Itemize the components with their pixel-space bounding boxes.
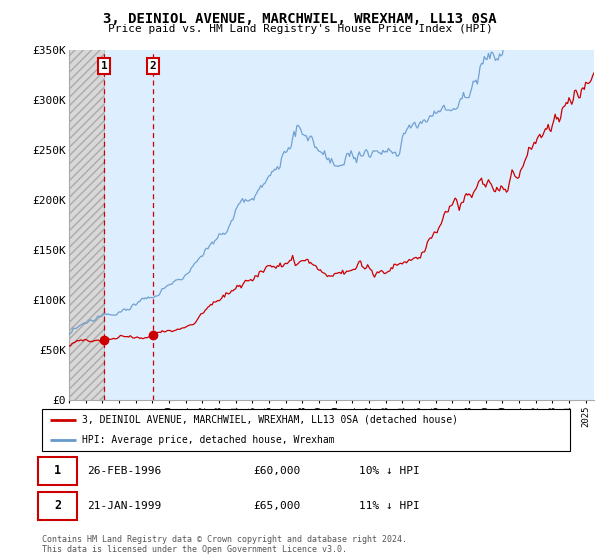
Text: 3, DEINIOL AVENUE, MARCHWIEL, WREXHAM, LL13 0SA (detached house): 3, DEINIOL AVENUE, MARCHWIEL, WREXHAM, L… (82, 415, 458, 424)
Text: HPI: Average price, detached house, Wrexham: HPI: Average price, detached house, Wrex… (82, 435, 334, 445)
Text: 10% ↓ HPI: 10% ↓ HPI (359, 466, 419, 476)
Bar (69, 50, 104, 400)
Text: 2: 2 (54, 500, 61, 512)
FancyBboxPatch shape (38, 492, 77, 520)
Text: 3, DEINIOL AVENUE, MARCHWIEL, WREXHAM, LL13 0SA: 3, DEINIOL AVENUE, MARCHWIEL, WREXHAM, L… (103, 12, 497, 26)
Text: 1: 1 (54, 464, 61, 478)
Text: 11% ↓ HPI: 11% ↓ HPI (359, 501, 419, 511)
Text: 1: 1 (101, 61, 108, 71)
Text: 26-FEB-1996: 26-FEB-1996 (87, 466, 161, 476)
Text: 2: 2 (150, 61, 157, 71)
FancyBboxPatch shape (42, 409, 570, 451)
Text: Price paid vs. HM Land Registry's House Price Index (HPI): Price paid vs. HM Land Registry's House … (107, 24, 493, 34)
Text: £65,000: £65,000 (253, 501, 301, 511)
Text: Contains HM Land Registry data © Crown copyright and database right 2024.
This d: Contains HM Land Registry data © Crown c… (42, 535, 407, 554)
Text: 21-JAN-1999: 21-JAN-1999 (87, 501, 161, 511)
FancyBboxPatch shape (38, 458, 77, 484)
Text: £60,000: £60,000 (253, 466, 301, 476)
